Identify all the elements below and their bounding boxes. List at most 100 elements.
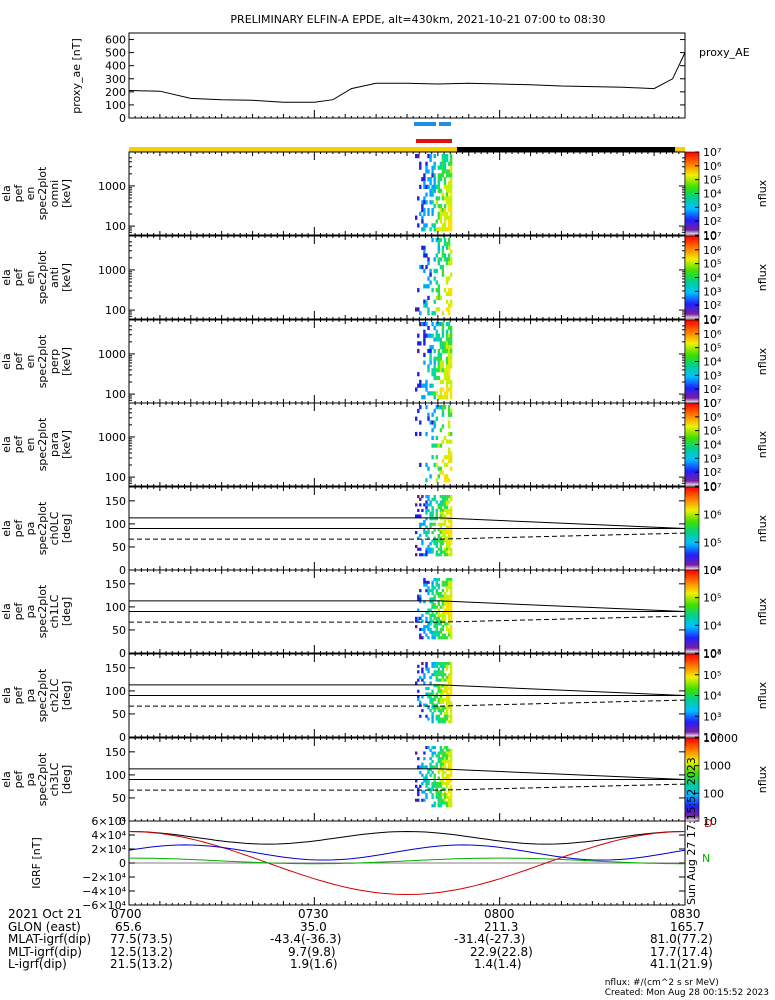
colorbar-tick-ch0LC: 10⁶ (703, 509, 722, 522)
ytick-para: 1000 (98, 431, 126, 444)
colorbar-tick-ch1LC: 10⁵ (703, 592, 721, 605)
colorbar-label-ch1LC: nflux (756, 597, 769, 625)
panel-ylabel-anti: elapefenspec2plotanti[keV] (0, 250, 73, 304)
chart-title: PRELIMINARY ELFIN-A EPDE, alt=430km, 202… (230, 13, 605, 26)
sunlit-bar-right (675, 147, 685, 152)
colorbar-ch0LC (684, 486, 700, 571)
proxy-ae-ytick: 100 (105, 99, 126, 112)
colorbar-tick-para: 10⁵ (703, 425, 721, 438)
l-0730: 1.9(1.6) (290, 957, 338, 972)
time-0700: 0700 (111, 907, 142, 921)
ytick-ch3LC: 50 (112, 792, 126, 805)
colorbar-tick-ch3LC: 10 (703, 815, 717, 828)
colorbar-tick-ch1LC: 10⁴ (703, 619, 722, 632)
colorbar-label-perp: nflux (756, 347, 769, 375)
ytick-anti: 1000 (98, 264, 126, 277)
colorbar-ch3LC (684, 737, 700, 822)
colorbar-tick-para: 10⁷ (703, 397, 721, 410)
colorbar-tick-ch0LC: 10⁴ (703, 564, 722, 577)
l-0800: 1.4(1.4) (474, 957, 522, 972)
mlt-label: MLT-igrf(dip) (8, 944, 82, 959)
glon-0830: 165.7 (670, 919, 705, 934)
mlat-0700: 77.5(73.5) (110, 932, 173, 947)
sunlit-bar-left (129, 147, 457, 152)
igrf-green-line (129, 857, 685, 865)
colorbar-tick-anti: 10⁷ (703, 230, 721, 243)
spectrogram-perp (415, 322, 453, 400)
proxy-ae-line (128, 52, 686, 103)
ytick-ch0LC: 0 (119, 564, 126, 577)
lshell-label: L-igrf(dip) (8, 957, 67, 972)
colorbar-tick-para: 10³ (703, 452, 721, 465)
ytick-perp: 1000 (98, 348, 126, 361)
glon-0730: 35.0 (300, 919, 327, 934)
colorbar-tick-para: 10⁶ (703, 411, 722, 424)
ytick-ch1LC: 0 (119, 647, 126, 660)
colorbar-tick-anti: 10² (703, 299, 721, 312)
ytick-omni: 100 (105, 220, 126, 233)
ytick-anti: 100 (105, 304, 126, 317)
eclipse-bar (457, 147, 675, 152)
igrf-ytick: 6×10⁴ (91, 815, 126, 828)
spectrogram-ch3LC (415, 746, 453, 808)
colorbar-tick-omni: 10³ (703, 201, 721, 214)
ytick-ch2LC: 50 (112, 708, 126, 721)
blue-segment-b (439, 122, 451, 126)
colorbar-tick-omni: 10 (703, 229, 717, 242)
colorbar-tick-perp: 10² (703, 383, 721, 396)
proxy-ae-legend: proxy_AE (699, 46, 750, 59)
proxy-ae-ytick: 200 (105, 86, 126, 99)
units-note: nflux: #/(cm^2 s sr MeV) (604, 978, 719, 988)
igrf-ytick: −6×10⁴ (82, 899, 126, 912)
spectrogram-anti (415, 238, 453, 316)
igrf-ytick: 2×10⁴ (91, 843, 126, 856)
colorbar-tick-omni: 10² (703, 215, 721, 228)
colorbar-tick-ch3LC: 100 (703, 787, 724, 800)
igrf-d-label: D (704, 817, 712, 830)
red-segment (416, 139, 452, 143)
panel-perp: elapefenspec2plotperp[keV]10010001010²10… (0, 314, 769, 410)
colorbar-tick-para: 10⁴ (703, 439, 722, 452)
colorbar-tick-perp: 10⁵ (703, 342, 721, 355)
glon-0800: 211.3 (484, 919, 519, 934)
ytick-omni: 1000 (98, 180, 126, 193)
colorbar-tick-anti: 10⁴ (703, 272, 722, 285)
proxy-ae-ytick: 300 (105, 73, 126, 86)
colorbar-tick-para: 10² (703, 466, 721, 479)
spectrogram-ch2LC (415, 662, 453, 724)
colorbar-tick-ch2LC: 10⁶ (703, 648, 722, 661)
igrf-ytick: −2×10⁴ (82, 871, 126, 884)
panel-ylabel-ch0LC: elapefpaspec2plotch0LC[deg] (0, 501, 73, 555)
colorbar-label-ch2LC: nflux (756, 681, 769, 709)
colorbar-label-ch0LC: nflux (756, 514, 769, 542)
panel-ch0LC: elapefpaspec2plotch0LC[deg]05010015010⁴1… (0, 481, 769, 577)
mlat-0800: -31.4(-27.3) (454, 932, 526, 947)
panel-ylabel-ch1LC: elapefpaspec2plotch1LC[deg] (0, 584, 73, 638)
spectrogram-para (415, 405, 453, 483)
proxy-ae-ytick: 500 (105, 47, 126, 60)
panel-ylabel-para: elapefenspec2plotpara[keV] (0, 417, 73, 471)
colorbar-tick-ch1LC: 10⁶ (703, 564, 722, 577)
ytick-para: 100 (105, 471, 126, 484)
l-0700: 21.5(13.2) (110, 957, 173, 972)
colorbar-tick-anti: 10³ (703, 285, 721, 298)
mlat-0730: -43.4(-36.3) (270, 932, 342, 947)
time-0800: 0800 (484, 907, 515, 921)
ytick-ch3LC: 100 (105, 769, 126, 782)
ytick-ch3LC: 150 (105, 746, 126, 759)
ytick-ch1LC: 150 (105, 578, 126, 591)
colorbar-tick-perp: 10 (703, 397, 717, 410)
ytick-ch3LC: 0 (119, 815, 126, 828)
panel-para: elapefenspec2plotpara[keV]10010001010²10… (0, 397, 769, 493)
ytick-ch0LC: 50 (112, 541, 126, 554)
colorbar-tick-perp: 10⁴ (703, 356, 722, 369)
colorbar-tick-anti: 10⁵ (703, 258, 721, 271)
colorbar-tick-ch2LC: 10³ (703, 710, 721, 723)
proxy-ae-ytick: 0 (119, 112, 126, 125)
colorbar-label-ch3LC: nflux (756, 765, 769, 793)
created-note: Created: Mon Aug 28 00:15:52 2023 (604, 988, 769, 998)
panel-ylabel-ch3LC: elapefpaspec2plotch3LC[deg] (0, 752, 73, 806)
